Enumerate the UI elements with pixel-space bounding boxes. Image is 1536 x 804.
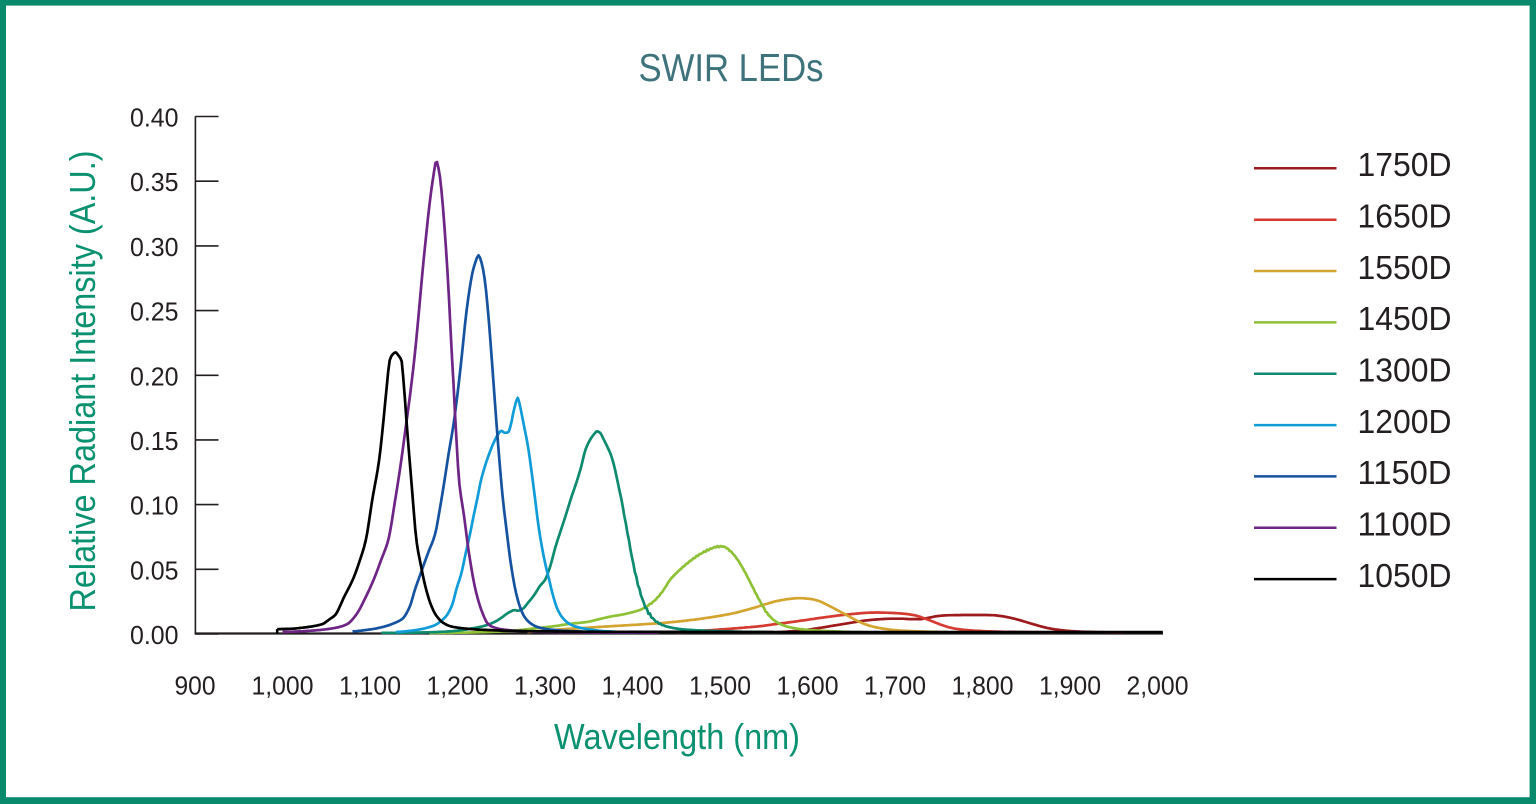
svg-text:0.25: 0.25 (130, 297, 179, 327)
svg-text:1650D: 1650D (1358, 198, 1452, 235)
svg-text:1,100: 1,100 (339, 671, 401, 701)
svg-text:1,200: 1,200 (427, 671, 489, 701)
svg-text:2,000: 2,000 (1127, 671, 1189, 701)
svg-text:1,900: 1,900 (1039, 671, 1101, 701)
svg-text:1150D: 1150D (1358, 454, 1452, 491)
svg-text:Relative Radiant Intensity (A.: Relative Radiant Intensity (A.U.) (62, 151, 103, 612)
svg-text:1,500: 1,500 (689, 671, 751, 701)
svg-text:0.40: 0.40 (130, 103, 179, 133)
svg-text:1450D: 1450D (1358, 300, 1452, 337)
svg-text:0.05: 0.05 (130, 555, 179, 585)
svg-text:1050D: 1050D (1358, 557, 1452, 594)
svg-text:0.35: 0.35 (130, 167, 179, 197)
svg-text:Wavelength (nm): Wavelength (nm) (554, 716, 800, 757)
svg-text:900: 900 (175, 671, 216, 701)
svg-text:1300D: 1300D (1358, 352, 1452, 389)
svg-text:0.00: 0.00 (130, 620, 179, 650)
svg-text:1,600: 1,600 (777, 671, 839, 701)
svg-text:1,000: 1,000 (252, 671, 314, 701)
svg-text:0.15: 0.15 (130, 426, 179, 456)
svg-text:SWIR LEDs: SWIR LEDs (639, 47, 824, 90)
svg-text:0.10: 0.10 (130, 491, 179, 521)
svg-text:1,400: 1,400 (602, 671, 664, 701)
svg-text:1,700: 1,700 (864, 671, 926, 701)
svg-text:1100D: 1100D (1358, 506, 1452, 543)
svg-text:0.30: 0.30 (130, 232, 179, 262)
svg-text:1,800: 1,800 (952, 671, 1014, 701)
svg-text:1200D: 1200D (1358, 403, 1452, 440)
svg-text:0.20: 0.20 (130, 361, 179, 391)
svg-text:1550D: 1550D (1358, 249, 1452, 286)
svg-text:1,300: 1,300 (514, 671, 576, 701)
svg-text:1750D: 1750D (1358, 146, 1452, 183)
